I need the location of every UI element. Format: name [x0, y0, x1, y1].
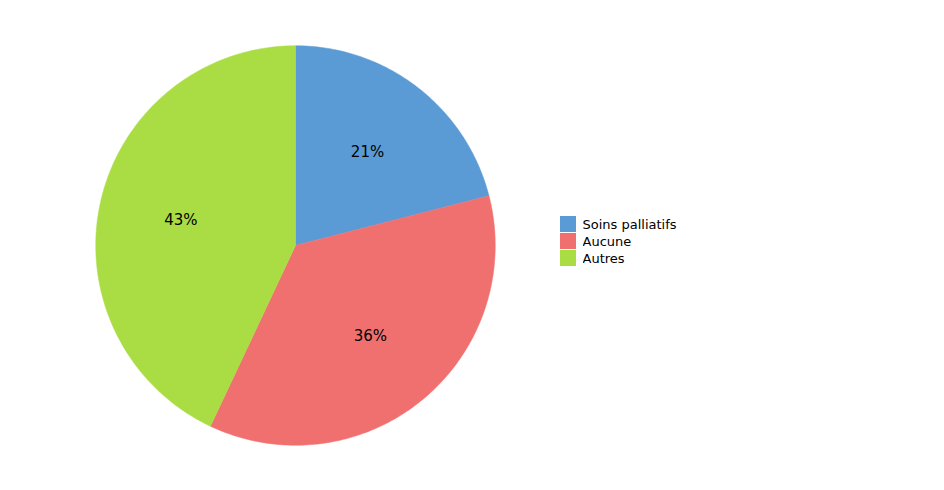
- html-text:Aucune: Aucune: [582, 233, 632, 249]
- svg-text:21%: 21%: [351, 143, 384, 161]
- svg-text:43%: 43%: [164, 211, 197, 229]
- html-text:Soins palliatifs: Soins palliatifs: [582, 216, 677, 232]
- svg-text:36%: 36%: [354, 327, 387, 345]
- html-text:Autres: Autres: [582, 250, 625, 266]
